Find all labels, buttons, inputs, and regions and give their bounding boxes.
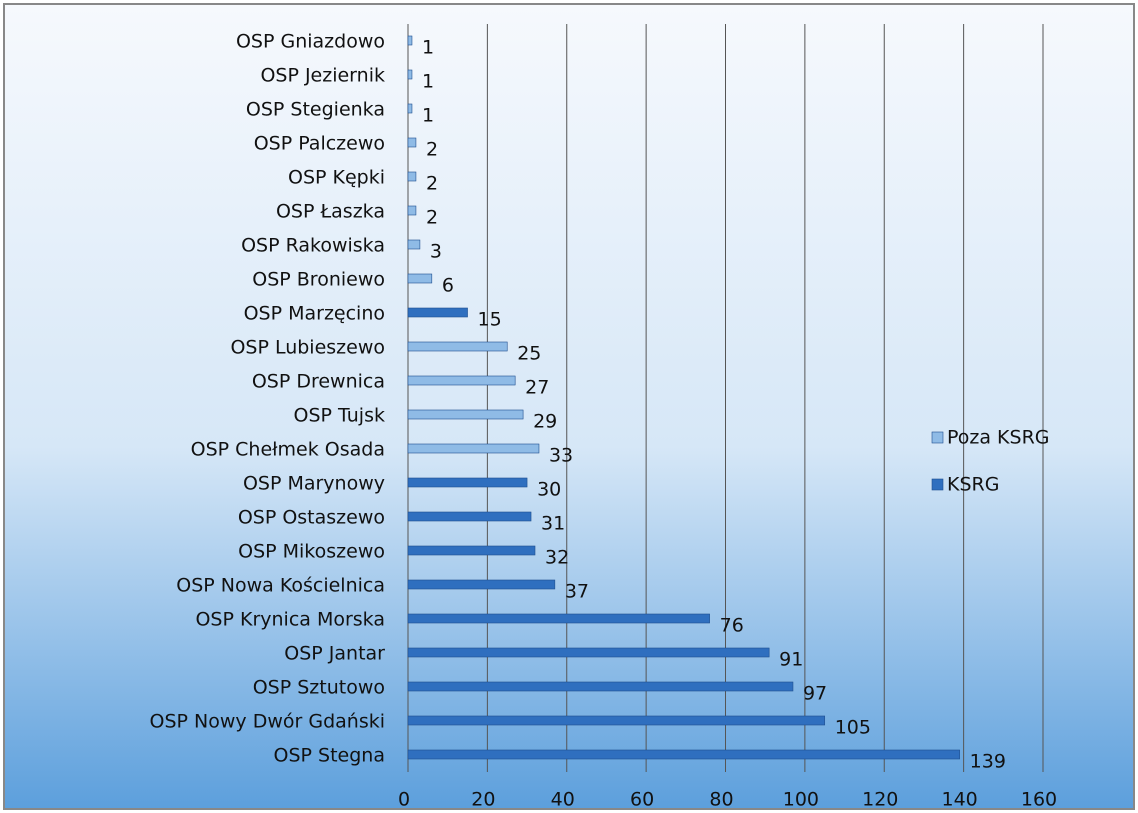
y-tick-label: OSP Lubieszewo: [230, 337, 385, 359]
data-label: 2: [426, 207, 438, 229]
data-label: 1: [422, 71, 434, 93]
y-tick-label: OSP Jantar: [284, 643, 385, 665]
x-tick-label: 60: [630, 789, 654, 811]
y-tick-label: OSP Marzęcino: [244, 303, 385, 325]
bar: [407, 409, 524, 420]
bar: [407, 35, 413, 46]
x-tick-label: 40: [551, 789, 575, 811]
bar: [407, 341, 508, 352]
data-label: 29: [533, 411, 557, 433]
y-tick-label: OSP Palczewo: [254, 133, 385, 155]
bar: [407, 443, 540, 454]
bar: [407, 307, 468, 318]
bar: [407, 613, 710, 624]
bar: [407, 137, 417, 148]
bar: [407, 477, 528, 488]
y-tick-label: OSP Drewnica: [252, 371, 385, 393]
data-label: 27: [525, 377, 549, 399]
bar: [407, 375, 516, 386]
data-label: 30: [537, 479, 561, 501]
data-label: 32: [545, 547, 569, 569]
data-label: 76: [720, 615, 744, 637]
data-label: 3: [430, 241, 442, 263]
y-tick-label: OSP Ostaszewo: [238, 507, 385, 529]
y-tick-label: OSP Rakowiska: [241, 235, 385, 257]
chart-background: [3, 3, 1135, 810]
bar: [407, 715, 826, 726]
bar: [407, 681, 794, 692]
bar: [407, 545, 536, 556]
data-label: 105: [835, 717, 871, 739]
x-tick-label: 80: [709, 789, 733, 811]
data-label: 15: [478, 309, 502, 331]
data-label: 6: [442, 275, 454, 297]
x-tick-label: 0: [398, 789, 410, 811]
y-tick-label: OSP Stegna: [274, 745, 385, 767]
y-tick-label: OSP Łaszka: [276, 201, 385, 223]
y-tick-label: OSP Broniewo: [252, 269, 385, 291]
bar: [407, 171, 417, 182]
x-tick-label: 100: [783, 789, 819, 811]
legend-swatch: [931, 431, 944, 444]
legend-label: Poza KSRG: [947, 427, 1050, 449]
data-label: 97: [803, 683, 827, 705]
x-tick-label: 160: [1021, 789, 1057, 811]
x-tick-label: 20: [471, 789, 495, 811]
data-label: 37: [565, 581, 589, 603]
bar: [407, 511, 532, 522]
legend-label: KSRG: [947, 474, 999, 496]
bar: [407, 273, 433, 284]
y-tick-label: OSP Sztutowo: [253, 677, 385, 699]
data-label: 139: [970, 751, 1006, 773]
bar: [407, 69, 413, 80]
y-tick-label: OSP Nowa Kościelnica: [176, 575, 385, 597]
y-tick-label: OSP Chełmek Osada: [191, 439, 385, 461]
x-tick-label: 140: [941, 789, 977, 811]
y-tick-label: OSP Tujsk: [294, 405, 385, 427]
data-label: 1: [422, 37, 434, 59]
bar: [407, 647, 770, 658]
y-tick-label: OSP Marynowy: [243, 473, 385, 495]
data-label: 2: [426, 139, 438, 161]
legend-swatch: [931, 478, 944, 491]
data-label: 33: [549, 445, 573, 467]
y-tick-label: OSP Stegienka: [246, 99, 385, 121]
y-tick-label: OSP Kępki: [288, 167, 385, 189]
bar: [407, 103, 413, 114]
bar: [407, 579, 556, 590]
y-tick-label: OSP Mikoszewo: [238, 541, 385, 563]
bar: [407, 239, 421, 250]
y-tick-label: OSP Krynica Morska: [195, 609, 385, 631]
data-label: 2: [426, 173, 438, 195]
data-label: 25: [517, 343, 541, 365]
x-tick-label: 120: [862, 789, 898, 811]
y-tick-label: OSP Jeziernik: [260, 65, 385, 87]
data-label: 1: [422, 105, 434, 127]
y-tick-label: OSP Nowy Dwór Gdański: [150, 711, 385, 733]
y-tick-label: OSP Gniazdowo: [236, 31, 385, 53]
data-label: 91: [779, 649, 803, 671]
bar: [407, 205, 417, 216]
bar: [407, 749, 960, 760]
data-label: 31: [541, 513, 565, 535]
